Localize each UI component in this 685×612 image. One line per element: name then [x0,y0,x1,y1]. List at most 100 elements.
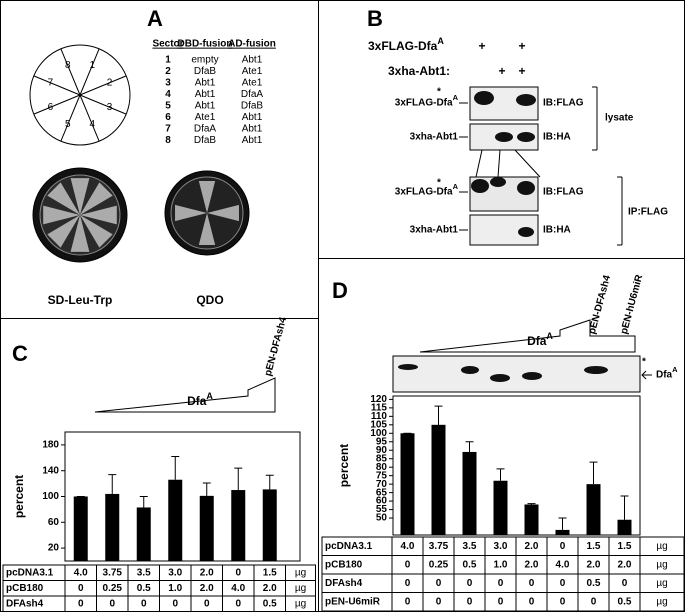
panel-label: D [332,278,348,303]
table-cell: 0 [405,559,411,570]
table-cell: 7 [165,124,171,135]
wedge [419,319,636,353]
table-cell: 0.5 [263,598,277,609]
error-bar [434,405,443,425]
table-row [321,592,685,612]
y-tick-label: 120 [370,394,387,405]
y-tick-label: 105 [370,419,387,430]
row-name: pcDNA3.1 [6,567,54,578]
table-cell: 2.0 [525,541,539,552]
panel-label: C [12,341,28,366]
table-cell: 2.0 [587,559,601,570]
row-name: DFAsh4 [6,598,44,609]
error-bar [527,503,536,505]
table-cell: 0 [172,598,178,609]
band [584,366,608,374]
row-name: pcDNA3.1 [325,541,373,552]
table-cell: 0.5 [137,583,151,594]
y-tick-label: 55 [376,504,388,515]
y-tick-label: 90 [376,445,388,456]
sector-number: 8 [65,60,71,71]
bar [168,479,183,561]
growth [198,181,216,213]
table-cell: 0 [498,578,504,589]
table-cell: 0 [622,578,628,589]
row-name: pCB180 [325,559,363,570]
bar [431,424,446,535]
band [517,132,535,142]
error-bar [589,461,598,485]
wedge-label: DfaA [187,391,213,408]
table-cell: 4.0 [74,567,88,578]
error-bar [620,495,629,520]
wedge [94,377,276,413]
blot-label: 3xha-Abt1 [410,225,459,236]
table-cell: Abt1 [242,124,263,135]
y-tick-label: 60 [48,517,60,528]
table-cell: 3.0 [494,541,508,552]
sector-number: 3 [107,102,113,113]
band [490,177,506,187]
superscript: A [453,182,459,191]
table-cell: Ate1 [242,78,263,89]
sector-divider [60,48,81,96]
sector-number: 7 [48,77,54,88]
table-cell: 0 [498,596,504,607]
band [518,227,534,237]
blot-label: 3xFLAG-DfaA [395,182,459,198]
superscript: A [206,391,213,401]
wedge-label: DfaA [527,331,553,348]
blot-bands [398,91,608,382]
table-cell: 3 [165,78,171,89]
table-cell: 2.0 [200,583,214,594]
panel-label: B [367,6,383,31]
error-bar [465,441,474,452]
unit: µg [295,567,306,578]
table-header: DBD-fusion [178,39,233,50]
condition-mark: + [518,64,525,78]
table-cell: 0 [109,598,115,609]
asterisk: * [437,178,441,189]
error-bar [202,482,211,496]
unit: µg [656,559,667,570]
growth [43,205,80,225]
y-tick-label: 95 [376,436,388,447]
table-cell: 0 [467,596,473,607]
band [495,132,513,142]
sector-divider [33,75,81,96]
antibody-label: IB:FLAG [543,187,584,198]
condition-mark: + [498,64,505,78]
table-cell: 2.0 [618,559,632,570]
y-tick-label: 50 [376,513,388,524]
unit: µg [656,541,667,552]
table-cell: 0 [235,567,241,578]
y-tick-label: 110 [371,411,388,422]
row-name: pEN-U6miR [325,596,381,607]
band [490,374,510,382]
bar [136,507,151,561]
band [522,372,542,380]
sector-divider [79,75,127,96]
table-cell: 3.5 [137,567,151,578]
blot-label: 3xFLAG-DfaA [395,93,459,109]
y-tick-label: 20 [48,543,60,554]
band [461,366,479,374]
y-tick-label: 60 [376,496,388,507]
error-bar [139,496,148,508]
table-cell: 4.0 [231,583,245,594]
superscript: A [546,331,553,341]
table-cell: 4 [165,89,171,100]
table-cell: 2.0 [263,583,277,594]
table-cell: 0.5 [463,559,477,570]
sector-number: 1 [89,60,95,71]
y-axis-label: percent [12,475,26,518]
antibody-label: IB:HA [543,132,571,143]
condition-mark: + [518,39,525,53]
error-bar [265,474,274,490]
table-cell: 4.0 [401,541,415,552]
y-tick-label: 115 [371,403,388,414]
unit: µg [656,596,667,607]
table-cell: 0 [529,596,535,607]
table-cell: 3.75 [103,567,123,578]
sector-divider [79,48,100,96]
